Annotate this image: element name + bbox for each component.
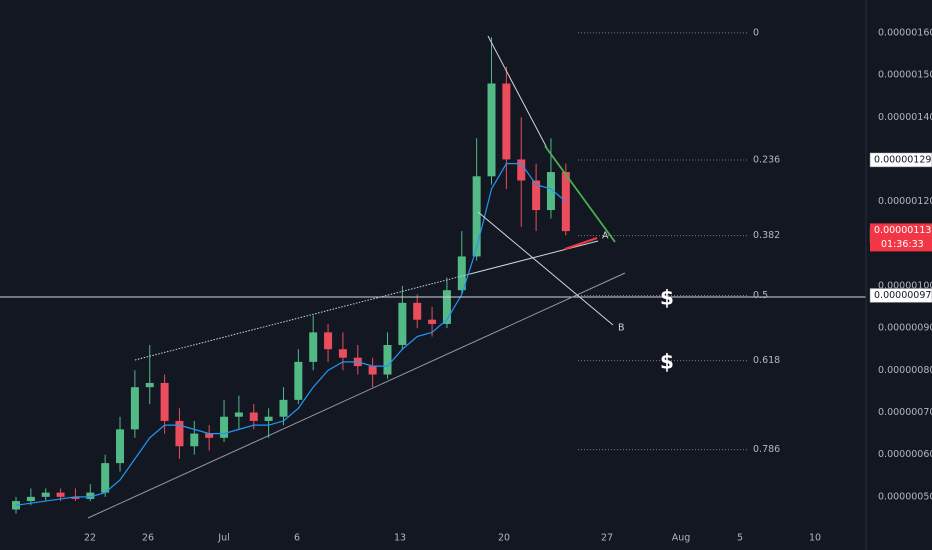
candle-body: [502, 83, 511, 160]
candle-body: [41, 492, 50, 497]
countdown: 01:36:33: [881, 239, 924, 250]
candle-body: [428, 319, 437, 324]
price-tag: [869, 152, 932, 168]
y-tick-label: 0.0000012000: [878, 196, 932, 207]
trend-line-dotted: [134, 273, 471, 361]
y-tick-label: 0.0000009000: [878, 323, 932, 334]
x-tick-label: 27: [601, 533, 613, 544]
x-tick-label: 5: [737, 533, 743, 544]
candle-body: [86, 492, 95, 499]
moving-average: [15, 163, 567, 506]
candle-body: [309, 332, 318, 362]
price-tag-label: 0.0000009775: [874, 290, 932, 301]
annotation: B: [618, 323, 625, 334]
x-tick-label: 13: [394, 533, 406, 544]
y-tick-label: 0.0000008000: [878, 365, 932, 376]
y-tick-label: 0.0000010000: [878, 280, 932, 291]
candle-body: [398, 302, 407, 346]
drawings: [0, 0, 867, 550]
candle-body: [457, 256, 466, 291]
y-tick-label: 0.0000005000: [878, 491, 932, 502]
annotation: $: [660, 350, 674, 374]
candle-body: [338, 349, 347, 358]
candle-body: [472, 176, 481, 257]
candle-body: [294, 361, 303, 400]
candle-body: [413, 302, 422, 320]
candle-body: [145, 382, 154, 388]
trend-line: [469, 240, 599, 275]
candle-body: [130, 387, 139, 430]
fib-label: 0.5: [753, 290, 768, 301]
x-tick-label: 6: [294, 533, 300, 544]
price-layer: [12, 32, 748, 514]
price-tag-label: 0.0000012988: [874, 154, 932, 165]
y-tick-label: 0.0000007000: [878, 407, 932, 418]
trend-line: [487, 35, 549, 151]
last-price-tag: [870, 223, 932, 252]
candle-body: [368, 366, 377, 375]
x-tick-label: 20: [498, 533, 510, 544]
candle-body: [383, 345, 392, 375]
candle-body: [26, 496, 35, 502]
candle-body: [160, 382, 169, 421]
x-tick-label: 10: [809, 533, 821, 544]
y-tick-label: 0.0000015000: [878, 70, 932, 81]
candle-body: [517, 159, 526, 181]
annotation: A: [602, 231, 609, 242]
annotation: $: [660, 286, 674, 310]
fib-label: 0: [753, 27, 759, 38]
trend-line-green: [544, 145, 616, 243]
candle-body: [324, 332, 333, 350]
candle-body: [101, 463, 110, 493]
fib-label: 0.618: [753, 355, 780, 366]
y-tick-label: 0.0000016000: [878, 27, 932, 38]
fib-label: 0.236: [753, 154, 780, 165]
candle-body: [546, 172, 555, 211]
candle-body: [56, 492, 65, 497]
trend-line: [477, 211, 614, 326]
candle-body: [234, 412, 243, 417]
candle-body: [561, 172, 570, 232]
candle-body: [175, 420, 184, 447]
candle-body: [116, 429, 125, 464]
fib-label: 0.786: [753, 444, 780, 455]
last-price-label: 0.0000011317: [874, 225, 932, 236]
x-tick-label: 26: [142, 533, 154, 544]
y-tick-label: 0.0000014000: [878, 112, 932, 123]
candle-body: [71, 496, 80, 499]
candle-body: [264, 416, 273, 421]
trend-line-red: [564, 236, 598, 251]
x-tick-label: Aug: [672, 533, 691, 544]
candle-body: [205, 433, 214, 438]
x-tick-label: 22: [84, 533, 96, 544]
candle-body: [442, 290, 451, 324]
x-tick-label: Jul: [217, 533, 229, 544]
candle-body: [220, 416, 229, 438]
candle-body: [487, 83, 496, 177]
fib-label: 0.382: [753, 230, 780, 241]
candle-body: [279, 399, 288, 417]
candle-body: [249, 412, 258, 421]
candle-body: [532, 180, 541, 211]
candle-body: [190, 433, 199, 447]
trend-line: [87, 272, 626, 519]
price-tag: [869, 288, 932, 303]
y-tick-label: 0.0000006000: [878, 449, 932, 460]
